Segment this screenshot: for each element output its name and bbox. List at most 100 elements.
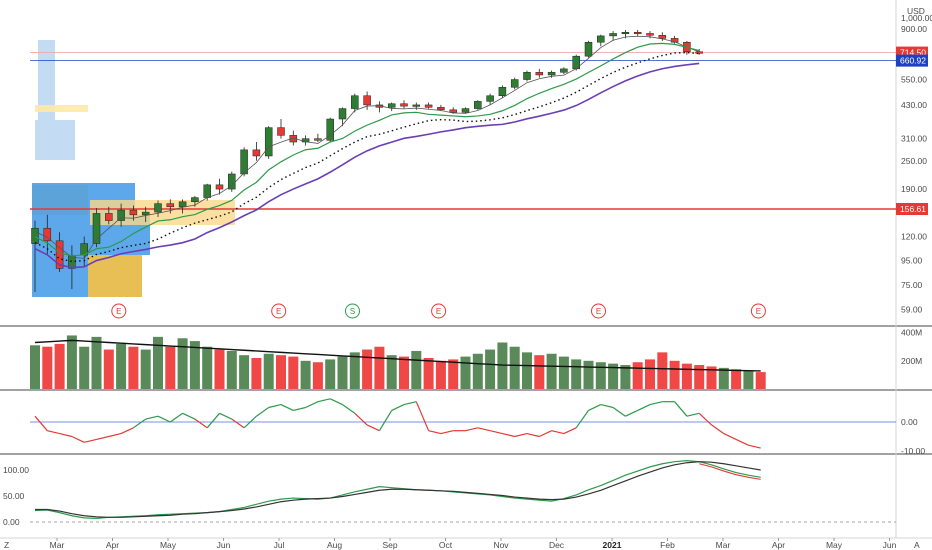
volume-bar xyxy=(509,346,520,389)
price-tick-label: 190.00 xyxy=(901,184,927,194)
ma-fast-line xyxy=(34,35,700,259)
price-tag-label: 714.50 xyxy=(900,48,926,58)
candle-body xyxy=(55,240,64,269)
volume-bar xyxy=(386,355,397,389)
event-marker-label: E xyxy=(596,307,601,316)
oscillator-segment xyxy=(563,427,577,435)
indicator-tick-label: 100.00 xyxy=(3,465,29,475)
oscillator-segment xyxy=(575,410,589,429)
oscillator-segment xyxy=(256,407,270,417)
volume-bar xyxy=(263,353,274,389)
oscillator-segment xyxy=(34,415,48,432)
event-marker-label: E xyxy=(116,307,121,316)
volume-bar xyxy=(731,369,742,389)
volume-profile-bar xyxy=(35,105,88,112)
volume-bar xyxy=(534,355,545,389)
oscillator-segment xyxy=(96,435,109,440)
indicator-tick-label: 0.00 xyxy=(3,517,20,527)
candle-body xyxy=(240,149,248,175)
oscillator-segment xyxy=(539,430,552,438)
event-marker-icon xyxy=(345,303,360,319)
candle-body xyxy=(141,211,150,216)
candle-body xyxy=(621,32,630,35)
candle-body xyxy=(277,127,285,136)
oscillator-segment xyxy=(502,433,515,438)
candle-body xyxy=(105,213,113,221)
oscillator-segment xyxy=(157,415,171,423)
candle-body xyxy=(363,95,371,106)
candle-body xyxy=(437,107,445,111)
volume-bar xyxy=(645,359,655,389)
oscillator-segment xyxy=(711,424,725,435)
volume-bar xyxy=(325,359,336,389)
candle-body xyxy=(547,72,556,76)
oscillator-segment xyxy=(735,438,749,446)
oscillator-segment xyxy=(108,433,122,438)
candle-body xyxy=(31,227,39,244)
volume-bar xyxy=(54,343,65,389)
ma-purple-line xyxy=(34,62,700,269)
oscillator-segment xyxy=(391,404,405,411)
oscillator-segment xyxy=(71,435,85,443)
time-tick-label: Jun xyxy=(883,540,897,550)
volume-bar xyxy=(66,335,77,389)
volume-bar xyxy=(657,352,668,389)
event-marker-icon xyxy=(591,303,606,319)
oscillator-segment xyxy=(293,406,306,411)
oscillator-tick-label: -10.00 xyxy=(901,446,925,456)
indicator-tick-label: 50.00 xyxy=(3,491,25,501)
volume-bar xyxy=(423,358,434,389)
event-marker-icon xyxy=(271,303,287,319)
candle-body xyxy=(351,95,359,109)
time-tick-label: Aug xyxy=(327,540,342,550)
oscillator-tick-label: 0.00 xyxy=(901,417,918,427)
volume-bar xyxy=(571,359,582,389)
event-marker-label: E xyxy=(756,307,761,316)
candle-body xyxy=(264,127,273,157)
event-marker-icon xyxy=(431,303,447,319)
oscillator-segment xyxy=(47,430,60,435)
volume-bar xyxy=(595,362,606,389)
volume-profile-bar xyxy=(35,120,75,160)
price-tick-label: 75.00 xyxy=(901,280,923,290)
volume-bar xyxy=(485,349,496,389)
oscillator-segment xyxy=(649,401,663,406)
volume-bar xyxy=(755,372,766,389)
price-tick-label: 95.00 xyxy=(901,256,923,266)
volume-bar xyxy=(276,355,286,389)
volume-bar xyxy=(177,338,188,389)
volume-tick-label: 400M xyxy=(901,328,922,338)
oscillator-segment xyxy=(588,404,602,411)
volume-bar xyxy=(226,350,237,389)
time-tick-label: Sep xyxy=(382,540,397,550)
volume-bar xyxy=(399,356,409,389)
price-tick-label: 250.00 xyxy=(901,156,927,166)
time-tick-label: Oct xyxy=(439,540,453,550)
candle-body xyxy=(117,209,125,221)
candle-body xyxy=(424,104,433,108)
oscillator-segment xyxy=(280,404,294,411)
volume-bar xyxy=(608,363,619,389)
oscillator-segment xyxy=(145,415,159,420)
price-tick-label: 550.00 xyxy=(901,75,927,85)
volume-bar xyxy=(300,360,311,389)
volume-bar xyxy=(706,366,717,389)
price-tag xyxy=(896,54,928,67)
oscillator-segment xyxy=(489,430,503,435)
oscillator-segment xyxy=(403,401,417,406)
event-marker-label: E xyxy=(276,307,281,316)
oscillator-segment xyxy=(674,401,688,417)
candle-body xyxy=(498,87,507,96)
oscillator-segment xyxy=(378,410,393,432)
candle-body xyxy=(695,51,703,54)
volume-bar xyxy=(165,346,176,389)
candle-body xyxy=(326,118,334,141)
candle-body xyxy=(203,184,211,198)
timezone-toggle-icon: Z xyxy=(4,540,9,550)
event-marker-icon xyxy=(111,303,127,319)
candle-body xyxy=(215,184,224,190)
oscillator-segment xyxy=(268,404,282,409)
candle-body xyxy=(633,32,642,35)
time-tick-label: 2021 xyxy=(603,540,622,550)
